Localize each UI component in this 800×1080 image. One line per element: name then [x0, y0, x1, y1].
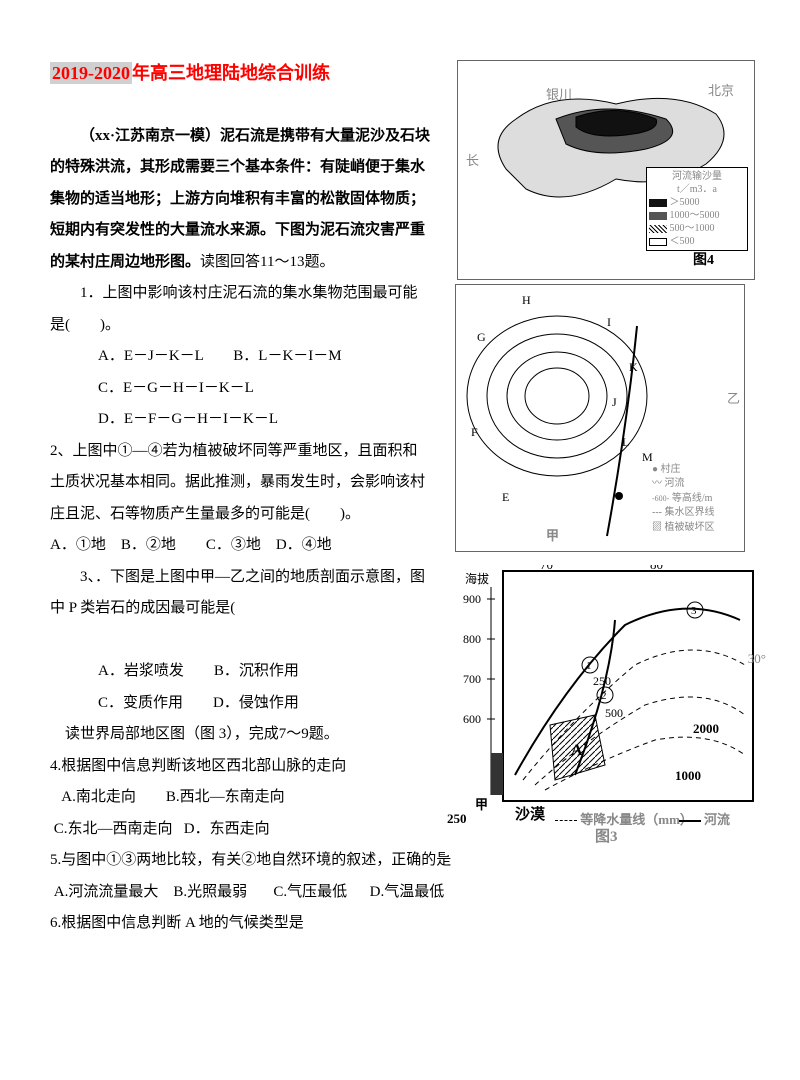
q3-opt-ab: A．岩浆喷发 B．沉积作用	[50, 656, 299, 688]
fig3-legend-precip: 等降水量线（mm）	[555, 806, 693, 833]
fig1-legend-unit: t／m3．a	[649, 183, 745, 196]
svg-text:F: F	[471, 425, 478, 439]
svg-text:G: G	[477, 330, 486, 344]
fig3-label: 图3	[595, 822, 618, 854]
fig1-legend: 河流输沙量 t／m3．a ＞5000 1000～5000 500～1000 ＜5…	[646, 167, 748, 251]
svg-text:J: J	[612, 395, 617, 409]
fig2-legend-boundary-text: 集水区界线	[665, 507, 715, 518]
fig2-jia: 甲	[546, 522, 559, 549]
intro-paragraph: （xx·江苏南京一模）泥石流是携带有大量泥沙及石块的特殊洪流，其形成需要三个基本…	[50, 121, 430, 279]
svg-text:250: 250	[593, 674, 611, 688]
fig2-legend-contour: -600- 等高线/m	[652, 492, 742, 507]
fig2-legend-boundary: --- 集水区界线	[652, 506, 742, 521]
q3-stem: 3、．下图是上图中甲—乙之间的地质剖面示意图，图中 P 类岩石的成因最可能是(	[50, 562, 430, 625]
figure-4-sediment-map: 银川 北京 长 江 河流输沙量 t／m3．a ＞5000 1000～5000 5…	[457, 60, 755, 280]
svg-text:250: 250	[447, 811, 467, 826]
title-rest: 年高三地理陆地综合训练	[132, 63, 330, 83]
fig2-legend-veg-text: 植被破坏区	[665, 522, 715, 533]
fig2-legend-village: ● 村庄	[652, 463, 742, 478]
fig3-river-text: 河流	[704, 812, 730, 827]
svg-text:海拔: 海拔	[465, 571, 489, 586]
q4-opt-d: D．东西走向	[184, 821, 270, 837]
q4-stem: 4.根据图中信息判断该地区西北部山脉的走向	[50, 751, 430, 783]
title-highlight: 2019-2020	[50, 62, 132, 84]
q3-opt-cd: C．变质作用 D．侵蚀作用	[50, 688, 299, 720]
fig1-legend-row-1: ＞5000	[649, 196, 745, 209]
svg-text:I: I	[607, 315, 611, 329]
q4-opt-b: B.西北—东南走向	[166, 789, 285, 805]
fig1-legend-3: 500～1000	[670, 223, 715, 234]
fig1-label: 图4	[693, 246, 714, 275]
fig3-30deg: 30°	[748, 645, 766, 672]
q5-opt-b: B.光照最弱	[173, 884, 247, 900]
q4-opt-c: C.东北—西南走向	[54, 821, 173, 837]
fig2-yi: 乙	[727, 385, 740, 412]
fig2-legend-river: 〰 河流	[652, 477, 742, 492]
svg-text:L: L	[622, 435, 629, 449]
q5-opt-a: A.河流流量最大	[54, 884, 159, 900]
fig2-legend: ● 村庄 〰 河流 -600- 等高线/m --- 集水区界线 ▨ 植被破坏区	[652, 463, 742, 536]
fig1-legend-title: 河流输沙量	[649, 170, 745, 183]
fig1-legend-1: ＞5000	[670, 197, 700, 208]
q5-opt-c: C.气压最低	[273, 884, 347, 900]
q1-stem: 1．上图中影响该村庄泥石流的集水集物范围最可能是( )。	[50, 278, 430, 341]
q4-opts-row1: A.南北走向 B.西北—东南走向	[50, 782, 430, 814]
intro-bold: （xx·江苏南京一模）泥石流是携带有大量泥沙及石块的特殊洪流，其形成需要三个基本…	[50, 128, 430, 270]
svg-text:80°: 80°	[650, 565, 668, 572]
svg-text:2: 2	[601, 690, 607, 702]
svg-text:700: 700	[463, 672, 481, 686]
fig2-legend-river-text: 河流	[665, 478, 685, 489]
fig2-legend-village-text: 村庄	[661, 464, 681, 475]
q1-opt-ab: A．E－J－K－L B．L－K－I－M	[98, 341, 430, 373]
svg-text:70°: 70°	[540, 565, 558, 572]
q2-stem: 2、上图中①—④若为植被破坏同等严重地区，且面积和土质状况基本相同。据此推测，暴…	[50, 436, 430, 531]
svg-text:A: A	[571, 742, 583, 759]
fig1-legend-row-2: 1000～5000	[649, 209, 745, 222]
q1-opt-d: D．E－F－G－H－I－K－L	[98, 404, 430, 436]
svg-text:沙漠: 沙漠	[515, 805, 546, 823]
q4-opt-a: A.南北走向	[61, 789, 136, 805]
fig2-legend-veg: ▨ 植被破坏区	[652, 521, 742, 536]
svg-text:600: 600	[463, 712, 481, 726]
svg-text:2000: 2000	[693, 721, 719, 736]
q5-opt-d: D.气温最低	[370, 884, 445, 900]
fig1-legend-4: ＜500	[670, 236, 695, 247]
svg-text:1000: 1000	[675, 768, 701, 783]
figure-3-region-map: 70° 80° 1 2 3 A 250 500 2000 1000 沙	[445, 565, 760, 855]
fig2-legend-contour-text: 等高线/m	[672, 493, 713, 504]
svg-text:500: 500	[605, 706, 623, 720]
svg-text:1: 1	[586, 660, 592, 672]
svg-text:E: E	[502, 490, 509, 504]
intro-tail: 读图回答11～13题。	[200, 254, 334, 270]
q5-options: A.河流流量最大 B.光照最弱 C.气压最低 D.气温最低	[50, 877, 750, 909]
svg-text:K: K	[629, 360, 638, 374]
svg-text:3: 3	[691, 605, 697, 617]
q1-opt-c: C．E－G－H－I－K－L	[98, 373, 430, 405]
fig3-legend-river: 河流	[679, 806, 730, 833]
svg-text:800: 800	[463, 632, 481, 646]
q6-stem: 6.根据图中信息判断 A 地的气候类型是	[50, 908, 750, 940]
svg-text:甲: 甲	[475, 797, 488, 812]
svg-text:900: 900	[463, 592, 481, 606]
figure-contour-map: H G F E I K L M J 乙 甲 ● 村庄 〰 河流 -600- 等高…	[455, 284, 745, 552]
fig1-legend-2: 1000～5000	[670, 210, 720, 221]
fig1-legend-row-3: 500～1000	[649, 222, 745, 235]
svg-text:H: H	[522, 293, 531, 307]
